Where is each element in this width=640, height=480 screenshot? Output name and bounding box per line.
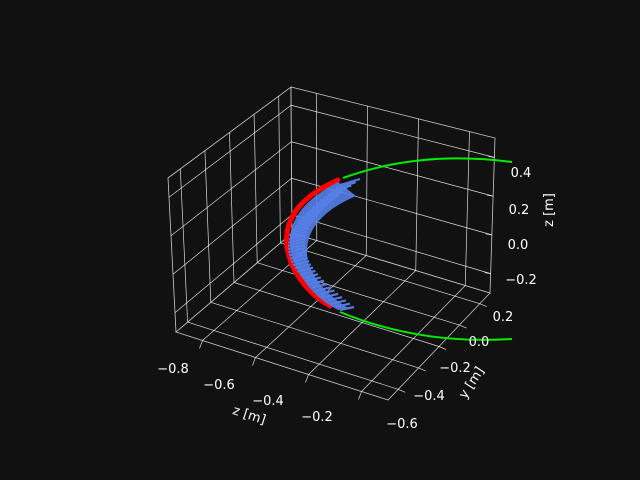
data-layer: [284, 157, 513, 341]
red-curve: [284, 177, 341, 309]
quiver-band: [289, 182, 356, 310]
y-grid-line: [278, 96, 281, 243]
y-tick-mark: [459, 324, 467, 329]
y-grid-line: [257, 262, 460, 326]
x-grid-line: [464, 131, 470, 286]
y-tick-mark: [438, 346, 447, 350]
z-tick-mark: [484, 272, 491, 274]
tick-marks: [199, 156, 495, 400]
y-tick-label: 0.0: [469, 335, 490, 350]
y-tick-mark: [479, 303, 487, 308]
quiver-arrow: [339, 305, 355, 312]
y-grid-line: [233, 282, 440, 347]
z-tick-mark: [488, 156, 495, 158]
z-grid-line: [291, 214, 491, 274]
y-tick-label: 0.2: [493, 310, 514, 325]
grid-lines: [168, 93, 495, 392]
z-grid-line: [172, 177, 292, 275]
y-tick-mark: [418, 367, 426, 372]
y-tick-mark: [398, 388, 406, 393]
y-grid-line: [187, 321, 399, 390]
y-grid-line: [280, 242, 480, 305]
x-tick-mark: [199, 340, 203, 349]
z-tick-label: 0.2: [509, 203, 530, 218]
y-grid-line: [229, 132, 235, 283]
y-grid-line: [204, 150, 212, 303]
y-tick-label: −0.6: [386, 417, 418, 432]
z-grid-line: [168, 104, 292, 198]
x-tick-label: −0.4: [252, 394, 284, 409]
x-tick-mark: [305, 374, 309, 383]
z-tick-label: −0.2: [505, 273, 537, 288]
axis-panes: [167, 86, 496, 401]
x-grid-line: [415, 118, 419, 271]
back-wall-pane: [290, 86, 496, 294]
z-grid-line: [291, 141, 494, 197]
x-tick-label: −0.8: [157, 362, 189, 377]
x-tick-mark: [252, 357, 256, 366]
y-tick-label: −0.2: [439, 361, 471, 376]
y-grid-line: [210, 301, 419, 369]
x-tick-mark: [358, 391, 362, 400]
z-tick-mark: [487, 194, 494, 197]
quiver-arrow: [339, 177, 361, 187]
z-tick-mark: [485, 233, 492, 236]
z-axis-label: z [m]: [542, 193, 557, 227]
z-grid-line: [291, 104, 495, 158]
green-curve-lower: [339, 311, 513, 341]
x-tick-label: −0.2: [301, 410, 333, 425]
y-grid-line: [253, 114, 258, 263]
y-grid-line: [179, 168, 188, 323]
x-tick-label: −0.6: [203, 378, 235, 393]
z-tick-label: 0.0: [508, 238, 529, 253]
x-grid-line: [365, 106, 368, 256]
y-tick-label: −0.4: [413, 389, 445, 404]
z-grid-line: [174, 214, 293, 314]
z-grid-line: [170, 141, 292, 237]
green-curve-upper: [342, 157, 513, 179]
z-tick-label: 0.4: [511, 166, 532, 181]
